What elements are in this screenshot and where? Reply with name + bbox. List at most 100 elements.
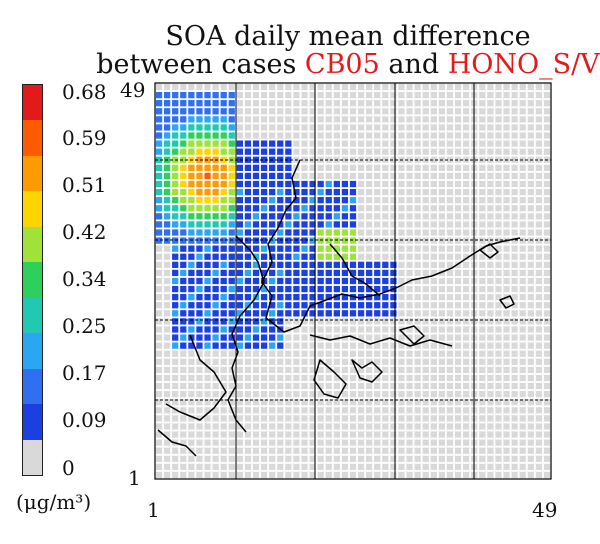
heatmap-cell (414, 471, 421, 479)
heatmap-cell (301, 366, 308, 374)
heatmap-cell (349, 253, 357, 260)
heatmap-cell (333, 439, 340, 446)
heatmap-cell (446, 140, 454, 147)
heatmap-cell (277, 285, 284, 293)
heatmap-cell (414, 213, 421, 220)
heatmap-cell (357, 261, 365, 268)
heatmap-cell (220, 455, 227, 462)
heatmap-cell (511, 350, 518, 357)
heatmap-cell (260, 342, 268, 349)
heatmap-cell (220, 253, 227, 260)
heatmap-cell (446, 221, 454, 228)
heatmap-cell (487, 164, 494, 171)
heatmap-cell (228, 277, 235, 285)
heatmap-cell (414, 350, 421, 357)
heatmap-cell (285, 415, 292, 422)
heatmap-cell (543, 318, 551, 325)
heatmap-cell (390, 172, 397, 180)
heatmap-cell (204, 116, 211, 123)
heatmap-cell (269, 310, 276, 317)
heatmap-cell (422, 91, 429, 99)
heatmap-cell (301, 269, 308, 277)
heatmap-cell (260, 382, 268, 390)
heatmap-cell (269, 302, 276, 309)
heatmap-cell (236, 399, 243, 406)
heatmap-cell (430, 342, 437, 349)
heatmap-cell (196, 391, 203, 398)
heatmap-cell (285, 399, 292, 406)
heatmap-cell (252, 237, 260, 244)
heatmap-cell (463, 463, 470, 471)
colorbar-segment (23, 333, 42, 369)
heatmap-cell (527, 277, 534, 285)
heatmap-cell (349, 431, 357, 438)
heatmap-cell (382, 366, 389, 374)
heatmap-cell (196, 229, 203, 236)
heatmap-cell (543, 358, 551, 365)
heatmap-cell (503, 358, 510, 365)
heatmap-cell (390, 399, 397, 406)
heatmap-cell (446, 366, 454, 374)
heatmap-cell (301, 188, 308, 196)
heatmap-cell (535, 245, 543, 252)
heatmap-cell (309, 350, 316, 357)
heatmap-cell (155, 447, 163, 454)
heatmap-cell (422, 245, 429, 252)
heatmap-cell (414, 116, 421, 123)
heatmap-cell (438, 294, 446, 301)
heatmap-cell (244, 124, 252, 131)
heatmap-cell (519, 471, 526, 479)
heatmap-cell (244, 423, 252, 430)
heatmap-cell (309, 83, 316, 91)
heatmap-cell (487, 261, 494, 268)
heatmap-cell (366, 350, 373, 357)
heatmap-cell (341, 188, 349, 196)
heatmap-cell (333, 407, 340, 414)
heatmap-cell (212, 463, 219, 471)
heatmap-cell (293, 269, 300, 277)
heatmap-cell (535, 342, 543, 349)
heatmap-cell (325, 197, 332, 204)
heatmap-cell (374, 423, 381, 430)
heatmap-cell (406, 391, 413, 398)
heatmap-cell (196, 471, 203, 479)
heatmap-cell (172, 407, 179, 414)
heatmap-cell (390, 334, 397, 341)
heatmap-cell (430, 83, 437, 91)
heatmap-cell (341, 423, 349, 430)
heatmap-cell (487, 124, 494, 131)
heatmap-cell (317, 294, 324, 301)
heatmap-cell (252, 116, 260, 123)
heatmap-cell (244, 407, 252, 414)
heatmap-cell (511, 148, 518, 155)
heatmap-cell (487, 205, 494, 212)
heatmap-cell (188, 294, 195, 301)
heatmap-cell (317, 431, 324, 438)
heatmap-cell (204, 197, 211, 204)
heatmap-cell (163, 326, 171, 333)
heatmap-cell (479, 374, 486, 382)
heatmap-cell (293, 229, 300, 236)
heatmap-cell (196, 116, 203, 123)
heatmap-cell (212, 188, 219, 196)
heatmap-cell (390, 140, 397, 147)
heatmap-cell (325, 277, 332, 285)
heatmap-cell (398, 213, 405, 220)
heatmap-cell (543, 213, 551, 220)
heatmap-cell (155, 366, 163, 374)
heatmap-cell (374, 213, 381, 220)
heatmap-cell (487, 471, 494, 479)
heatmap-cell (374, 108, 381, 115)
heatmap-cell (269, 91, 276, 99)
heatmap-cell (398, 197, 405, 204)
heatmap-cell (172, 423, 179, 430)
heatmap-cell (260, 423, 268, 430)
heatmap-cell (454, 415, 462, 422)
heatmap-cell (204, 108, 211, 115)
heatmap-cell (188, 326, 195, 333)
heatmap-cell (527, 100, 534, 107)
heatmap-cell (495, 269, 502, 277)
x-axis-min-label: 1 (147, 498, 160, 522)
heatmap-cell (277, 172, 284, 180)
heatmap-cell (309, 180, 316, 188)
